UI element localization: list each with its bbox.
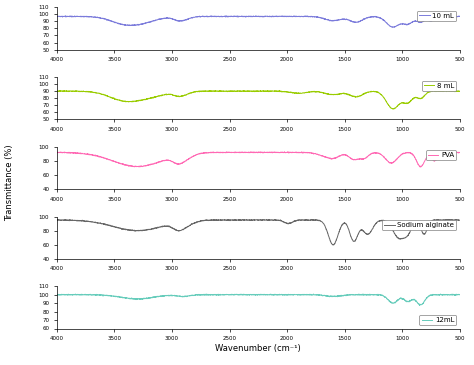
X-axis label: Wavenumber (cm⁻¹): Wavenumber (cm⁻¹) [216, 344, 301, 353]
Legend: 8 mL: 8 mL [421, 81, 456, 91]
Legend: Sodium alginate: Sodium alginate [382, 220, 456, 230]
Legend: 10 mL: 10 mL [417, 11, 456, 21]
Legend: PVA: PVA [426, 150, 456, 160]
Legend: 12mL: 12mL [419, 315, 456, 325]
Text: Transmittance (%): Transmittance (%) [5, 144, 14, 221]
